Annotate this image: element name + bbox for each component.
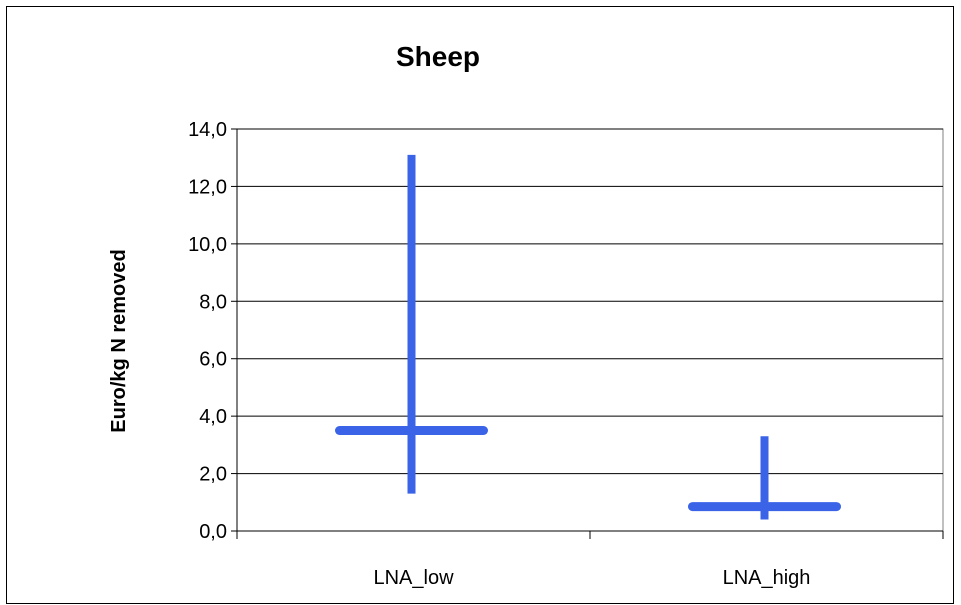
chart-title: Sheep [396, 41, 480, 72]
y-tick-label: 10,0 [188, 234, 227, 256]
y-tick-label: 0,0 [199, 521, 227, 543]
y-tick-label: 2,0 [199, 464, 227, 486]
y-tick-label: 12,0 [188, 176, 227, 198]
y-tick-label: 6,0 [199, 349, 227, 371]
x-tick-label: LNA_low [373, 567, 454, 589]
x-tick-label: LNA_high [723, 567, 811, 589]
y-axis-label: Euro/kg N removed [108, 249, 130, 432]
y-tick-label: 4,0 [199, 406, 227, 428]
plot-border [236, 128, 944, 532]
y-tick-label: 14,0 [188, 119, 227, 141]
y-tick-label: 8,0 [199, 291, 227, 313]
plot-area: 0,0 2,0 4,0 6,0 8,0 10,0 12,0 14,0 LNA_low LNA_hi… [188, 119, 944, 589]
